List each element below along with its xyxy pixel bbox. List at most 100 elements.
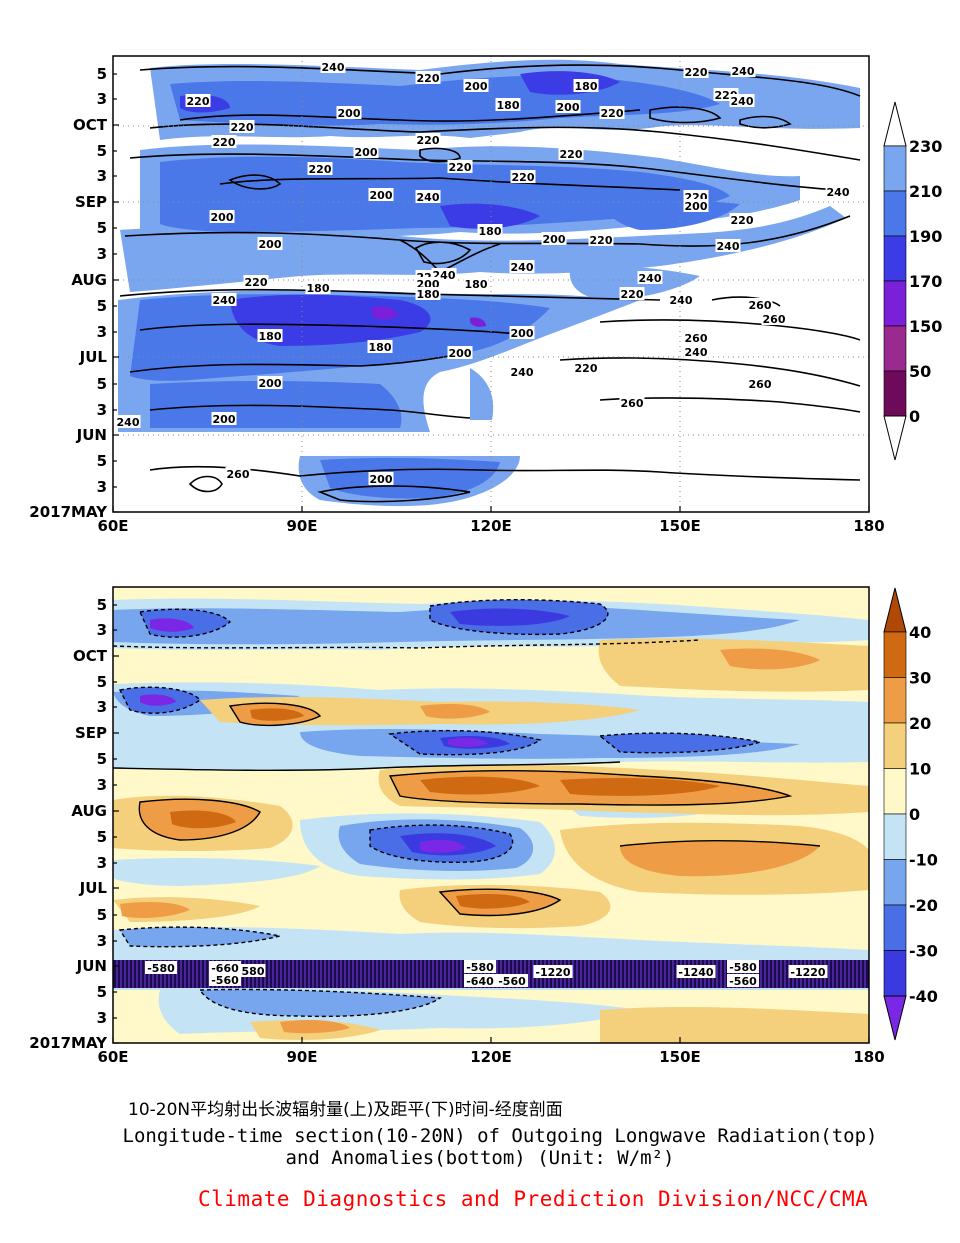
colorbar-swatch (883, 370, 907, 417)
contour-label-box (447, 160, 473, 173)
contour-label-box (368, 472, 394, 485)
contour-label-box (463, 277, 489, 290)
y-tick-label: 5 (97, 452, 107, 470)
contour-label: 240 (670, 294, 693, 307)
x-tick-label: 90E (286, 517, 317, 535)
x-tick-label: 120E (470, 1048, 512, 1066)
contour-label: -1240 (678, 966, 714, 979)
contour-label: 200 (465, 80, 488, 93)
contour-label: 220 (731, 214, 754, 227)
contour-label-box (558, 147, 584, 160)
contour-label: 200 (338, 107, 361, 120)
contour-label: 220 (590, 234, 613, 247)
y-tick-label: 5 (97, 297, 107, 315)
contour-label-box (209, 210, 235, 223)
colorbar-swatch (883, 904, 907, 951)
contour-label-box (825, 185, 851, 198)
top-colorbar: 230 210 190 170 150 50 0 (883, 101, 942, 461)
y-tick-label: 5 (97, 983, 107, 1001)
bottom-colorbar: 40 30 20 10 0 -10 -20 -30 -40 (883, 587, 938, 1041)
contour-label: 260 (763, 313, 786, 326)
colorbar-label: 10 (909, 760, 931, 779)
contour-label-box (115, 415, 141, 428)
x-tick-label: 180 (853, 1048, 884, 1066)
contour-label-box (225, 467, 251, 480)
contour-label-box (367, 340, 393, 353)
y-tick-label: AUG (71, 802, 107, 820)
colorbar-top-extension (883, 587, 907, 633)
y-tick-label: 5 (97, 750, 107, 768)
contour-label-box (495, 98, 521, 111)
contour-label-box (788, 965, 828, 978)
contour-label: 240 (639, 272, 662, 285)
y-tick-label: 3 (97, 1009, 107, 1027)
y-tick-label: 5 (97, 65, 107, 83)
contour-label: 240 (827, 186, 850, 199)
contour-label-box (510, 170, 536, 183)
colorbar-label: 170 (909, 272, 942, 291)
contour-label: 240 (511, 261, 534, 274)
contour-label-box (619, 396, 645, 409)
y-tick-label: 3 (97, 245, 107, 263)
colorbar-bottom-extension (883, 995, 907, 1041)
contour-label: 220 (213, 136, 236, 149)
contour-label: 220 (245, 276, 268, 289)
y-tick-label: 5 (97, 673, 107, 691)
colorbar-top-extension (883, 101, 907, 147)
contour-label: 180 (479, 225, 502, 238)
top-olr-panel: 240 220 200 180 220 240 220 180 200 220 220 240 200 2… (29, 55, 942, 535)
contour-label-box (683, 345, 709, 358)
colorbar-bottom-extension (883, 415, 907, 461)
contour-label: 240 (511, 366, 534, 379)
caption-english-line2: and Anomalies(bottom) (Unit: W/m²) (285, 1147, 675, 1169)
contour-label: 240 (731, 95, 754, 108)
contour-label: -1220 (790, 966, 826, 979)
contour-label-box (573, 79, 599, 92)
contour-label-box (415, 133, 441, 146)
contour-label-box (353, 145, 379, 158)
contour-label: 220 (560, 148, 583, 161)
contour-label: 200 (211, 211, 234, 224)
contour-label: 220 (601, 107, 624, 120)
colorbar-swatch (883, 325, 907, 372)
colorbar-swatch (883, 190, 907, 237)
contour-label-box (415, 277, 441, 290)
colorbar-swatch (883, 768, 907, 815)
contour-label: -560 (211, 974, 239, 987)
colorbar-label: -10 (909, 851, 938, 870)
bottom-y-axis: 2017MAY 3 5 JUN 3 5 JUL 3 5 AUG 3 5 SEP 3 5 OCT 3 5 (29, 596, 119, 1052)
contour-label: 260 (749, 378, 772, 391)
colorbar-swatch (883, 280, 907, 327)
colorbar-swatch (883, 631, 907, 678)
y-tick-label: SEP (75, 724, 107, 742)
contour-label: -560 (729, 975, 757, 988)
contour-label-box (747, 377, 773, 390)
colorbar-label: 210 (909, 182, 942, 201)
bottom-x-axis: 60E 90E 120E 150E 180 (97, 1037, 885, 1066)
contour-label: 200 (370, 473, 393, 486)
y-tick-label: JUN (76, 426, 107, 444)
colorbar-label: 30 (909, 669, 931, 688)
y-tick-label: 3 (97, 932, 107, 950)
contour-label-box (727, 974, 759, 987)
y-tick-label: 3 (97, 621, 107, 639)
colorbar-swatch (883, 145, 907, 192)
contour-label: -660 (211, 962, 239, 975)
contour-label: -560 (498, 975, 526, 988)
top-contour-labels: 240 220 200 180 220 240 220 180 200 220 220 240 200 2… (115, 60, 851, 486)
contour-label-box (683, 65, 709, 78)
contour-label-box (533, 965, 573, 978)
contour-label: 200 (685, 200, 708, 213)
x-tick-label: 180 (853, 517, 884, 535)
contour-label: 220 (449, 161, 472, 174)
contour-label: 180 (497, 99, 520, 112)
contour-label: 220 (575, 362, 598, 375)
contour-label-box (243, 275, 269, 288)
contour-label: 220 (621, 288, 644, 301)
contour-label-box (477, 224, 503, 237)
colorbar-label: -30 (909, 942, 938, 961)
y-tick-label: 5 (97, 375, 107, 393)
contour-label-box (257, 237, 283, 250)
